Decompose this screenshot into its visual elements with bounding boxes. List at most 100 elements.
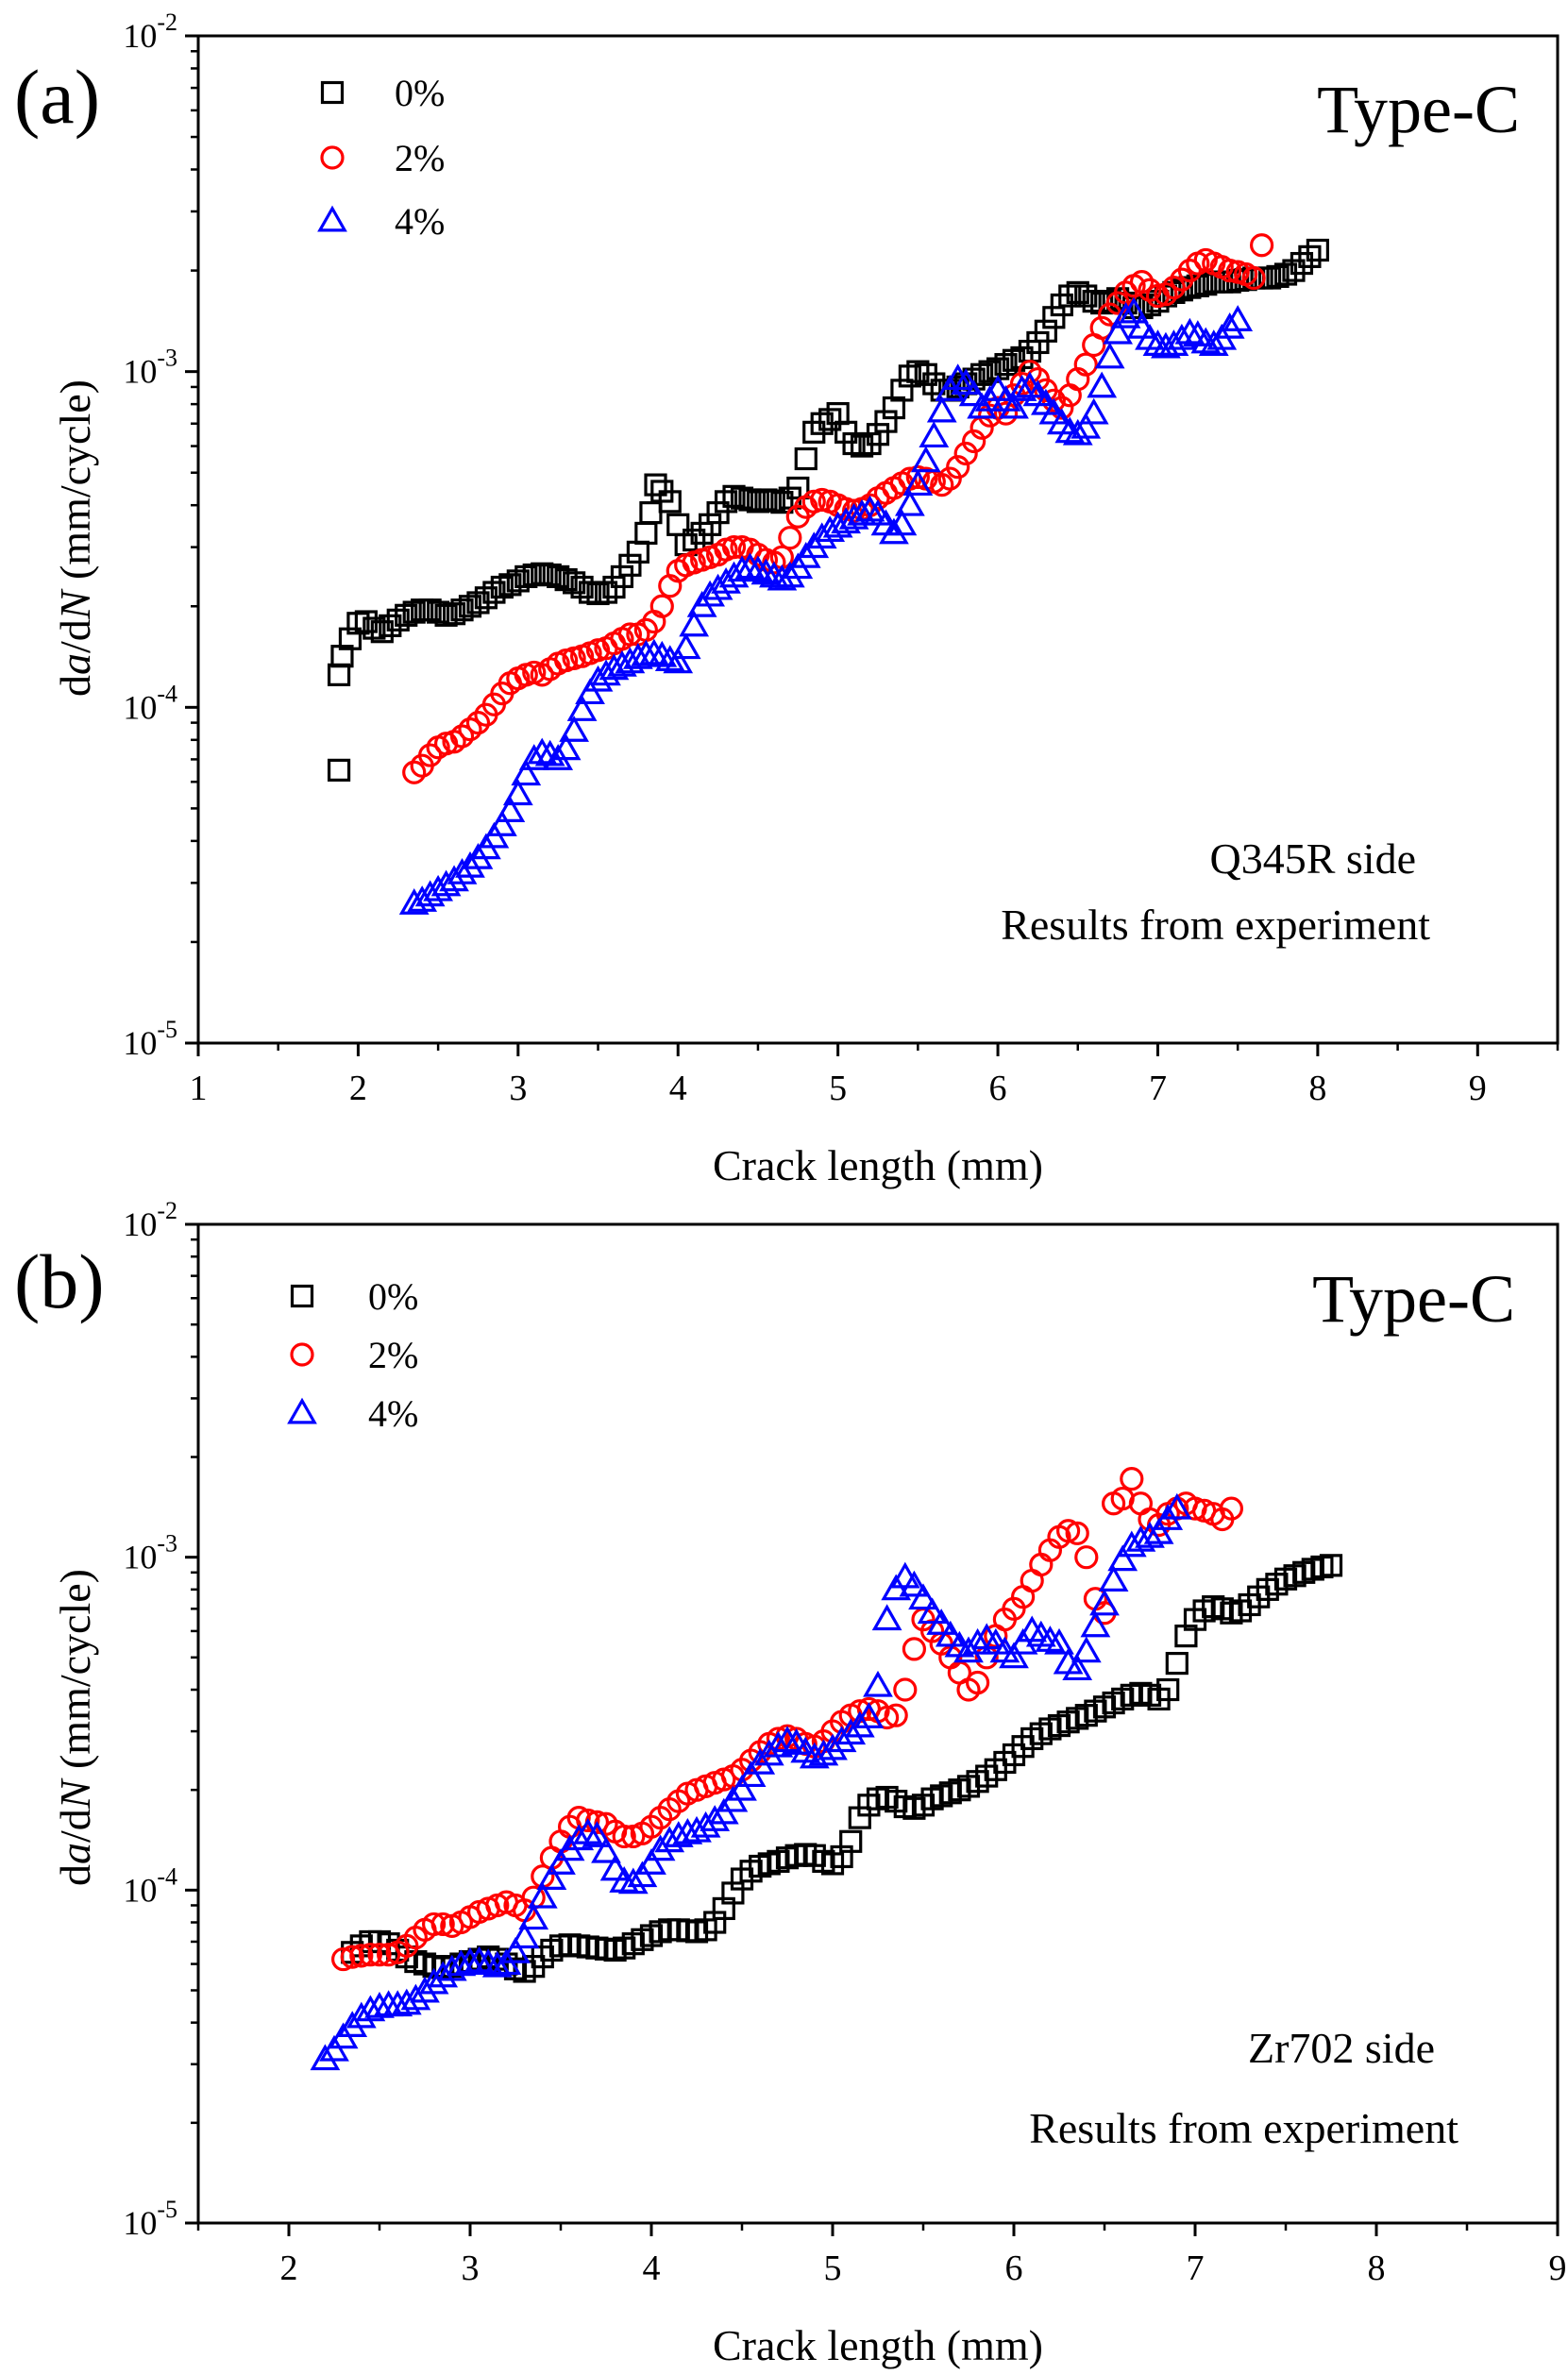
data-point bbox=[1119, 296, 1149, 324]
data-point bbox=[319, 2034, 349, 2062]
data-point bbox=[679, 610, 710, 637]
data-point bbox=[1089, 1589, 1120, 1616]
legend-marker bbox=[290, 1284, 314, 1308]
data-point bbox=[1034, 319, 1057, 343]
data-point bbox=[1078, 397, 1109, 425]
data-point bbox=[902, 469, 934, 497]
data-point bbox=[346, 612, 370, 635]
type-annotation: Type-C bbox=[1312, 1261, 1515, 1337]
data-point bbox=[1177, 259, 1202, 283]
data-point bbox=[970, 362, 994, 386]
data-point bbox=[958, 379, 989, 407]
data-point bbox=[427, 600, 450, 624]
data-point bbox=[331, 1946, 356, 1972]
data-point bbox=[538, 563, 562, 587]
data-point bbox=[514, 564, 538, 589]
data-point bbox=[922, 372, 946, 396]
data-point bbox=[863, 1670, 893, 1697]
data-point bbox=[1222, 305, 1254, 331]
data-point bbox=[884, 1703, 908, 1727]
data-point bbox=[402, 760, 427, 784]
data-point bbox=[564, 1824, 595, 1851]
data-point bbox=[591, 1836, 621, 1863]
data-point bbox=[962, 429, 986, 454]
data-point bbox=[430, 1912, 455, 1937]
panel-b: 2 3 4 5 6 7 8 9 10-5 10-4 10-3 10-2 Crack length (mm… bbox=[14, 1197, 1567, 2369]
data-point bbox=[618, 553, 642, 577]
data-point bbox=[487, 810, 517, 836]
data-point bbox=[727, 555, 757, 582]
data-point bbox=[818, 1733, 848, 1760]
legend-label: 2% bbox=[395, 137, 445, 179]
data-point bbox=[1094, 342, 1125, 369]
y-tick-label: 10-4 bbox=[123, 680, 177, 726]
legend: 0% 2% 4% bbox=[317, 72, 445, 243]
x-tick-label: 9 bbox=[1469, 1069, 1487, 1108]
data-point bbox=[1143, 1517, 1174, 1544]
data-point bbox=[645, 1834, 676, 1861]
data-point bbox=[511, 759, 542, 786]
data-point bbox=[386, 608, 410, 632]
data-point bbox=[566, 695, 598, 721]
data-point bbox=[1129, 270, 1155, 295]
y-tick-label: 10-3 bbox=[123, 345, 177, 391]
data-point bbox=[482, 581, 506, 604]
data-point bbox=[906, 360, 930, 383]
data-point bbox=[1161, 276, 1187, 300]
data-point bbox=[746, 490, 770, 514]
data-point bbox=[1249, 233, 1274, 258]
data-point bbox=[847, 498, 877, 526]
y-axis-title: da/dN (mm/cycle) bbox=[51, 1569, 99, 1886]
data-point bbox=[627, 1861, 658, 1888]
data-point bbox=[734, 552, 766, 580]
type-annotation: Type-C bbox=[1317, 72, 1520, 147]
data-point bbox=[402, 600, 426, 624]
data-point bbox=[1219, 1496, 1244, 1521]
data-point bbox=[554, 568, 578, 592]
data-point bbox=[879, 517, 909, 545]
series-4pct bbox=[398, 296, 1254, 915]
data-point bbox=[977, 403, 1003, 428]
data-point bbox=[967, 392, 997, 419]
data-point bbox=[327, 758, 351, 782]
data-point bbox=[1298, 244, 1322, 268]
data-point bbox=[898, 364, 921, 388]
x-tick-label: 6 bbox=[989, 1069, 1007, 1108]
x-tick-label: 8 bbox=[1308, 1069, 1326, 1108]
data-point bbox=[536, 1863, 567, 1890]
data-point bbox=[953, 441, 978, 466]
data-point bbox=[866, 423, 890, 446]
data-point bbox=[395, 603, 418, 627]
data-point bbox=[1074, 1545, 1099, 1570]
data-point bbox=[874, 410, 898, 433]
data-point bbox=[370, 620, 394, 644]
data-point bbox=[1257, 266, 1282, 290]
panel-label: (a) bbox=[14, 54, 100, 140]
data-point bbox=[1009, 371, 1035, 396]
data-point bbox=[473, 1948, 504, 1976]
data-point bbox=[418, 1967, 449, 1995]
data-point bbox=[612, 1824, 636, 1849]
data-point bbox=[446, 1949, 477, 1977]
data-point bbox=[658, 490, 682, 514]
data-point bbox=[750, 558, 782, 585]
data-point bbox=[690, 1811, 721, 1838]
y-tick-label: 10-5 bbox=[123, 1016, 177, 1062]
data-point bbox=[1018, 360, 1042, 384]
data-point bbox=[919, 421, 950, 448]
data-point bbox=[1055, 1519, 1081, 1543]
data-point bbox=[518, 1903, 549, 1930]
data-point bbox=[502, 779, 533, 806]
data-point bbox=[917, 1597, 948, 1625]
data-point bbox=[498, 573, 522, 597]
data-point bbox=[576, 1808, 600, 1833]
data-point bbox=[1214, 312, 1245, 339]
data-point bbox=[1174, 317, 1206, 345]
data-point bbox=[447, 857, 478, 884]
x-tick-label: 6 bbox=[1005, 2249, 1023, 2288]
data-point bbox=[490, 575, 514, 599]
data-point bbox=[946, 455, 970, 480]
x-axis-title: Crack length (mm) bbox=[713, 2321, 1043, 2369]
data-point bbox=[506, 569, 530, 593]
plot-frame bbox=[196, 1222, 1560, 2225]
